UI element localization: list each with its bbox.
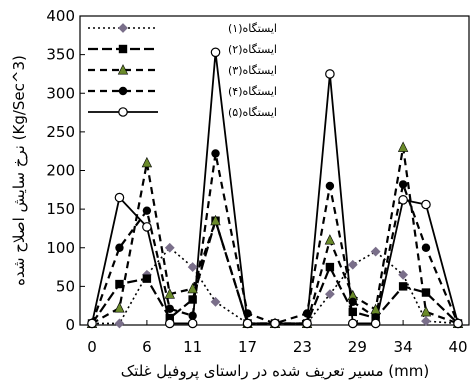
series-1-point — [210, 296, 221, 307]
x-axis-title: مسیر تعریف شده در راستای پروفیل غلتک (mm… — [121, 362, 429, 381]
y-axis-title: نرخ سایش اصلاح شده (Kg/Sec^3) — [10, 55, 28, 286]
series-2-point — [348, 307, 357, 317]
y-tick-label: 50 — [56, 277, 75, 295]
series-5-point — [453, 318, 463, 329]
series-4-point — [188, 311, 197, 320]
series-3-point — [164, 288, 175, 299]
series-4-point — [325, 181, 335, 191]
series-1-point — [398, 269, 409, 280]
series-1-point — [370, 246, 381, 257]
series-1-point — [347, 259, 358, 270]
legend-marker-2 — [118, 44, 128, 54]
legend-marker-4 — [118, 86, 128, 96]
series-5-point — [142, 222, 152, 232]
series-5-point — [87, 318, 97, 329]
series-5-point — [325, 69, 335, 79]
series-2-point — [188, 295, 197, 304]
series-5-point — [421, 199, 431, 210]
x-tick-label: 6 — [142, 338, 152, 356]
y-tick-label: 250 — [46, 123, 75, 141]
series-1-point — [114, 318, 125, 329]
series-5-point — [164, 318, 175, 329]
y-tick-label: 400 — [46, 7, 75, 25]
legend-label-4: ایستگاه(۴) — [228, 85, 277, 98]
series-4-point — [398, 180, 408, 189]
series-4-point — [421, 243, 431, 252]
y-tick-label: 200 — [46, 162, 75, 180]
legend-label-2: ایستگاه(۲) — [228, 43, 277, 56]
series-2-point — [398, 282, 408, 291]
x-tick-label: 11 — [183, 338, 202, 356]
series-4-point — [211, 149, 220, 158]
y-tick-label: 100 — [46, 239, 75, 257]
series-3-point — [397, 141, 409, 152]
series-5-point — [370, 318, 381, 329]
series-4-point — [243, 309, 252, 318]
series-2-point — [325, 262, 335, 272]
series-1-point — [421, 316, 431, 327]
series-1-point — [324, 289, 335, 300]
series-3-point — [141, 156, 153, 168]
y-tick-label: 0 — [65, 316, 75, 334]
series-line-3 — [91, 146, 459, 325]
series-2-point — [115, 279, 124, 289]
legend-marker-5 — [118, 107, 128, 117]
legend-marker-3 — [117, 64, 129, 75]
series-5-point — [210, 47, 221, 58]
y-tick-label: 150 — [46, 200, 75, 218]
x-tick-label: 34 — [394, 338, 413, 356]
y-tick-label: 300 — [46, 84, 75, 102]
series-1-point — [164, 242, 175, 253]
legend-label-5: ایستگاه(۵) — [228, 106, 277, 119]
series-4-point — [348, 297, 357, 307]
y-tick-label: 350 — [46, 46, 75, 64]
series-3-point — [324, 234, 336, 245]
series-2-point — [142, 274, 152, 283]
series-line-4 — [90, 152, 460, 325]
series-1-point — [187, 262, 198, 272]
series-5-point — [302, 318, 312, 329]
series-4-point — [302, 309, 312, 318]
x-tick-label: 40 — [448, 338, 467, 356]
series-5-point — [347, 318, 358, 329]
series-3-point — [114, 302, 125, 313]
series-2-point — [421, 288, 431, 297]
legend-label-1: ایستگاه(۱) — [228, 22, 277, 35]
series-2-point — [165, 313, 174, 323]
series-5-point — [114, 192, 125, 203]
series-5-point — [270, 318, 280, 329]
legend-label-3: ایستگاه(۳) — [228, 64, 277, 77]
x-tick-label: 0 — [87, 338, 97, 356]
x-tick-label: 17 — [238, 338, 257, 356]
x-tick-label: 23 — [293, 338, 312, 356]
series-4-point — [165, 304, 174, 313]
series-5-point — [242, 318, 253, 329]
series-5-point — [398, 195, 408, 205]
series-3-point — [187, 282, 198, 294]
x-tick-label: 29 — [348, 338, 367, 356]
legend-marker-1 — [118, 23, 128, 33]
series-3-point — [420, 305, 432, 317]
plot-frame — [79, 15, 470, 326]
series-5-point — [187, 318, 198, 329]
series-4-point — [142, 206, 152, 215]
series-4-point — [115, 243, 124, 252]
series-3-point — [210, 214, 221, 226]
